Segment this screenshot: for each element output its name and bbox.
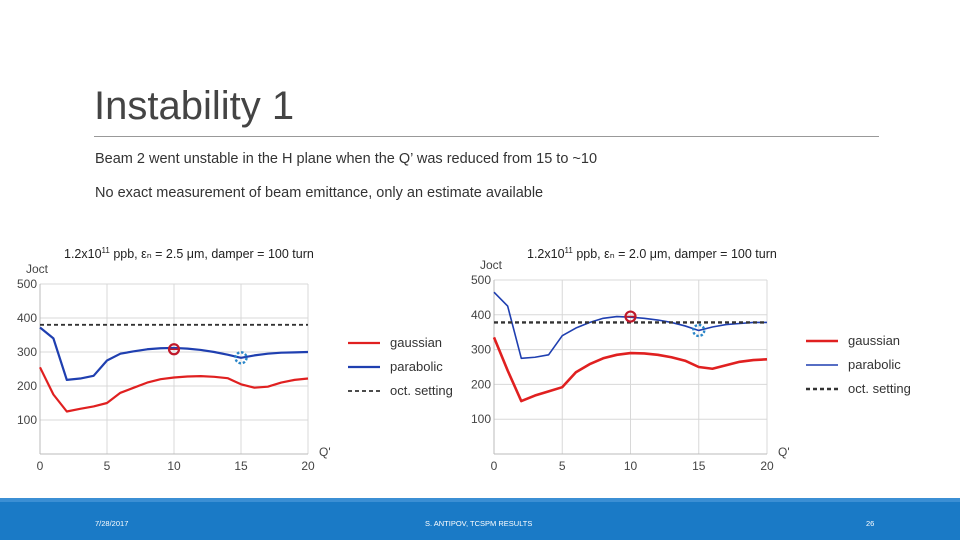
series-gaussian bbox=[39, 366, 309, 413]
stable-marker bbox=[234, 351, 248, 365]
legend-label: parabolic bbox=[848, 357, 901, 372]
legend-label: gaussian bbox=[390, 335, 442, 350]
x-tick-label: 20 bbox=[301, 459, 315, 473]
unstable-marker bbox=[167, 343, 181, 356]
bullet-1: Beam 2 went unstable in the H plane when… bbox=[95, 151, 598, 167]
chart-1-caption: 1.2x1011 ppb, εₙ = 2.5 μm, damper = 100 … bbox=[64, 246, 314, 262]
legend-label: gaussian bbox=[848, 333, 900, 348]
x-tick-label: 15 bbox=[692, 459, 706, 473]
stable-marker bbox=[692, 323, 706, 338]
x-tick-label: 10 bbox=[624, 459, 638, 473]
footer-band bbox=[0, 498, 960, 502]
y-tick-label: 200 bbox=[17, 379, 37, 393]
footer-date: 7/28/2017 bbox=[95, 519, 129, 528]
x-tick-label: 15 bbox=[234, 459, 248, 473]
x-axis-label: Q' bbox=[319, 445, 331, 459]
series-parabolic bbox=[39, 326, 309, 381]
footer-page-number: 26 bbox=[866, 519, 875, 528]
y-tick-label: 500 bbox=[471, 273, 491, 287]
y-tick-label: 100 bbox=[17, 413, 37, 427]
y-axis-label: Joct bbox=[26, 262, 49, 276]
y-tick-label: 300 bbox=[471, 343, 491, 357]
x-tick-label: 10 bbox=[167, 459, 181, 473]
footer-bar bbox=[0, 498, 960, 540]
chart-2-caption: 1.2x1011 ppb, εₙ = 2.0 μm, damper = 100 … bbox=[527, 246, 777, 262]
slide-title: Instability 1 bbox=[94, 84, 295, 128]
x-tick-label: 20 bbox=[760, 459, 774, 473]
x-tick-label: 0 bbox=[37, 459, 44, 473]
x-tick-label: 5 bbox=[104, 459, 111, 473]
series-gaussian bbox=[492, 336, 768, 403]
title-divider bbox=[94, 136, 879, 137]
y-tick-label: 400 bbox=[17, 311, 37, 325]
y-axis-label: Joct bbox=[480, 258, 503, 272]
bullet-2: No exact measurement of beam emittance, … bbox=[95, 185, 544, 201]
y-tick-label: 300 bbox=[17, 345, 37, 359]
x-tick-label: 5 bbox=[559, 459, 566, 473]
y-tick-label: 500 bbox=[17, 277, 37, 291]
y-tick-label: 100 bbox=[471, 412, 491, 426]
unstable-marker bbox=[624, 310, 637, 323]
footer-author: S. ANTIPOV, TCSPM RESULTS bbox=[425, 519, 533, 528]
legend-label: oct. setting bbox=[848, 381, 911, 396]
y-tick-label: 200 bbox=[471, 377, 491, 391]
legend-label: parabolic bbox=[390, 359, 443, 374]
x-tick-label: 0 bbox=[491, 459, 498, 473]
legend-label: oct. setting bbox=[390, 383, 453, 398]
x-axis-label: Q' bbox=[778, 445, 790, 459]
y-tick-label: 400 bbox=[471, 308, 491, 322]
